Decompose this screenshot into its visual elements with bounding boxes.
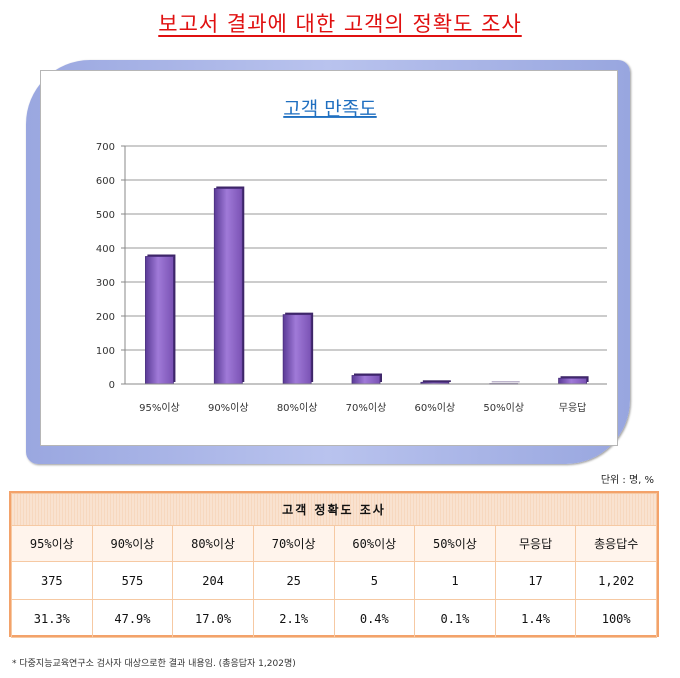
x-tick-label: 70%이상	[346, 402, 387, 414]
header-cell: 90%이상	[91, 525, 174, 562]
y-tick-label: 700	[96, 142, 115, 153]
header-cell: 50%이상	[414, 525, 496, 562]
table-row-percents: 31.3% 47.9% 17.0% 2.1% 0.4% 0.1% 1.4% 100%	[11, 599, 657, 638]
chart-title: 고객 만족도	[283, 98, 376, 120]
unit-note: 단위 : 명, %	[600, 475, 654, 486]
count-cell: 1	[414, 561, 496, 600]
bar	[351, 375, 381, 385]
y-tick-label: 300	[96, 278, 115, 289]
x-tick-label: 무응답	[559, 402, 587, 414]
percent-cell: 17.0%	[172, 599, 254, 638]
y-tick-label: 600	[96, 176, 115, 187]
survey-table: 고객 정확도 조사 95%이상 90%이상 80%이상 70%이상 60%이상 50%이상…	[9, 491, 659, 638]
x-tick-label: 60%이상	[415, 402, 456, 414]
count-cell: 575	[91, 561, 174, 600]
bar	[145, 256, 174, 385]
y-tick-label: 400	[96, 244, 115, 255]
bar	[558, 377, 587, 385]
bar-depth	[422, 380, 451, 382]
header-cell: 70%이상	[252, 525, 335, 562]
table-header-row: 95%이상 90%이상 80%이상 70%이상 60%이상 50%이상 무응답 총응답수	[11, 525, 657, 562]
y-tick-label: 200	[96, 312, 115, 323]
percent-cell: 31.3%	[11, 599, 93, 638]
count-cell: 17	[494, 561, 577, 600]
y-tick-label: 500	[96, 210, 115, 221]
header-cell: 총응답수	[575, 525, 657, 562]
y-tick-label: 0	[109, 380, 115, 391]
percent-cell: 2.1%	[252, 599, 335, 638]
count-cell: 1,202	[575, 561, 657, 600]
percent-cell: 1.4%	[494, 599, 577, 638]
header-cell: 95%이상	[11, 525, 93, 562]
percent-cell: 0.4%	[333, 599, 416, 638]
x-tick-label: 90%이상	[208, 402, 249, 414]
count-cell: 204	[172, 561, 254, 600]
percent-cell: 47.9%	[91, 599, 174, 638]
x-tick-label: 50%이상	[483, 402, 524, 414]
header-cell: 60%이상	[333, 525, 416, 562]
page-title: 보고서 결과에 대한 고객의 정확도 조사	[158, 12, 522, 36]
table-title: 고객 정확도 조사	[11, 493, 657, 526]
y-tick-label: 100	[96, 346, 115, 357]
count-cell: 375	[11, 561, 93, 600]
bar	[213, 188, 243, 385]
count-cell: 25	[252, 561, 335, 600]
chart-area: 고객 만족도 0 100 200 300 400 500 600 700 95%이상 90%이상 80…	[40, 70, 618, 446]
header-cell: 무응답	[494, 525, 577, 562]
bar-chart: 고객 만족도 0 100 200 300 400 500 600 700 95%이상 90%이상 80…	[96, 98, 607, 414]
footnote: * 다중지능교육연구소 검사자 대상으로한 결과 내용임. (총응답자 1,20…	[12, 659, 296, 669]
header-cell: 80%이상	[172, 525, 254, 562]
bar-depth	[491, 381, 520, 383]
table-row-counts: 375 575 204 25 5 1 17 1,202	[11, 561, 657, 600]
percent-cell: 100%	[575, 599, 657, 638]
x-tick-label: 95%이상	[139, 402, 180, 414]
count-cell: 5	[333, 561, 416, 600]
x-tick-label: 80%이상	[277, 402, 318, 414]
percent-cell: 0.1%	[414, 599, 496, 638]
bar	[282, 314, 312, 385]
